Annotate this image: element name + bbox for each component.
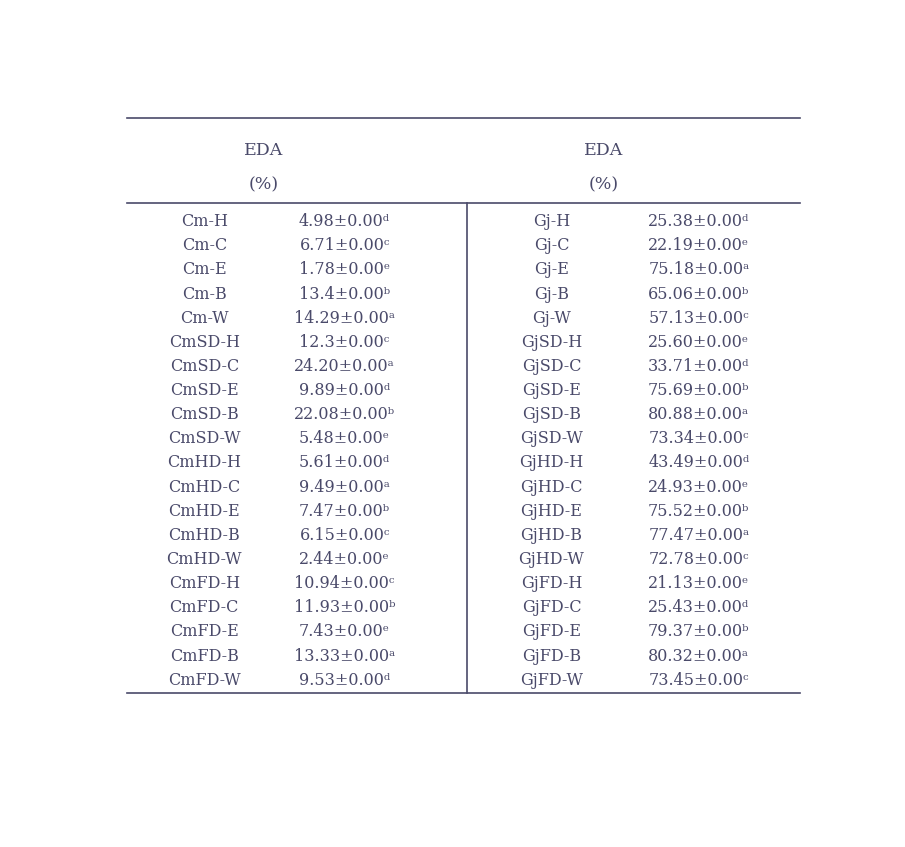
Text: 57.13±0.00ᶜ: 57.13±0.00ᶜ — [649, 310, 749, 327]
Text: 2.44±0.00ᵉ: 2.44±0.00ᵉ — [300, 551, 390, 568]
Text: CmHD-C: CmHD-C — [168, 479, 241, 495]
Text: 12.3±0.00ᶜ: 12.3±0.00ᶜ — [300, 334, 390, 351]
Text: 5.48±0.00ᵉ: 5.48±0.00ᵉ — [299, 430, 390, 447]
Text: 80.32±0.00ᵃ: 80.32±0.00ᵃ — [648, 647, 749, 665]
Text: 9.89±0.00ᵈ: 9.89±0.00ᵈ — [299, 382, 390, 399]
Text: 5.61±0.00ᵈ: 5.61±0.00ᵈ — [299, 455, 390, 472]
Text: 7.47±0.00ᵇ: 7.47±0.00ᵇ — [299, 503, 390, 520]
Text: CmFD-E: CmFD-E — [170, 623, 239, 640]
Text: CmHD-B: CmHD-B — [168, 527, 240, 544]
Text: 75.52±0.00ᵇ: 75.52±0.00ᵇ — [648, 503, 749, 520]
Text: 21.13±0.00ᵉ: 21.13±0.00ᵉ — [648, 575, 749, 592]
Text: 80.88±0.00ᵃ: 80.88±0.00ᵃ — [648, 407, 749, 424]
Text: 25.60±0.00ᵉ: 25.60±0.00ᵉ — [648, 334, 749, 351]
Text: 73.45±0.00ᶜ: 73.45±0.00ᶜ — [649, 672, 749, 689]
Text: CmHD-H: CmHD-H — [167, 455, 242, 472]
Text: GjSD-E: GjSD-E — [522, 382, 581, 399]
Text: GjSD-H: GjSD-H — [521, 334, 582, 351]
Text: EDA: EDA — [244, 142, 283, 159]
Text: 73.34±0.00ᶜ: 73.34±0.00ᶜ — [649, 430, 749, 447]
Text: 14.29±0.00ᵃ: 14.29±0.00ᵃ — [294, 310, 395, 327]
Text: GjHD-C: GjHD-C — [520, 479, 583, 495]
Text: GjSD-C: GjSD-C — [522, 358, 581, 375]
Text: 10.94±0.00ᶜ: 10.94±0.00ᶜ — [294, 575, 395, 592]
Text: CmSD-W: CmSD-W — [168, 430, 241, 447]
Text: 77.47±0.00ᵃ: 77.47±0.00ᵃ — [648, 527, 749, 544]
Text: 7.43±0.00ᵉ: 7.43±0.00ᵉ — [299, 623, 390, 640]
Text: Cm-B: Cm-B — [182, 285, 226, 302]
Text: CmSD-B: CmSD-B — [170, 407, 239, 424]
Text: 6.71±0.00ᶜ: 6.71±0.00ᶜ — [300, 237, 390, 254]
Text: 24.20±0.00ᵃ: 24.20±0.00ᵃ — [294, 358, 395, 375]
Text: 75.18±0.00ᵃ: 75.18±0.00ᵃ — [648, 262, 749, 279]
Text: CmFD-B: CmFD-B — [170, 647, 239, 665]
Text: GjHD-E: GjHD-E — [520, 503, 583, 520]
Text: GjFD-E: GjFD-E — [522, 623, 581, 640]
Text: 72.78±0.00ᶜ: 72.78±0.00ᶜ — [649, 551, 749, 568]
Text: (%): (%) — [589, 177, 619, 194]
Text: 24.93±0.00ᵉ: 24.93±0.00ᵉ — [648, 479, 749, 495]
Text: 22.19±0.00ᵉ: 22.19±0.00ᵉ — [648, 237, 749, 254]
Text: Gj-B: Gj-B — [534, 285, 569, 302]
Text: GjFD-B: GjFD-B — [522, 647, 581, 665]
Text: 9.49±0.00ᵃ: 9.49±0.00ᵃ — [300, 479, 390, 495]
Text: CmSD-C: CmSD-C — [169, 358, 239, 375]
Text: GjHD-W: GjHD-W — [519, 551, 585, 568]
Text: 6.15±0.00ᶜ: 6.15±0.00ᶜ — [300, 527, 390, 544]
Text: 65.06±0.00ᵇ: 65.06±0.00ᵇ — [648, 285, 749, 302]
Text: CmSD-H: CmSD-H — [169, 334, 240, 351]
Text: 11.93±0.00ᵇ: 11.93±0.00ᵇ — [294, 599, 395, 617]
Text: 13.33±0.00ᵃ: 13.33±0.00ᵃ — [294, 647, 395, 665]
Text: CmSD-E: CmSD-E — [170, 382, 239, 399]
Text: Cm-C: Cm-C — [182, 237, 227, 254]
Text: Gj-W: Gj-W — [532, 310, 571, 327]
Text: GjHD-H: GjHD-H — [519, 455, 584, 472]
Text: 25.43±0.00ᵈ: 25.43±0.00ᵈ — [648, 599, 749, 617]
Text: Cm-W: Cm-W — [180, 310, 229, 327]
Text: Cm-H: Cm-H — [181, 213, 228, 230]
Text: CmFD-H: CmFD-H — [168, 575, 240, 592]
Text: 13.4±0.00ᵇ: 13.4±0.00ᵇ — [299, 285, 390, 302]
Text: Gj-E: Gj-E — [534, 262, 569, 279]
Text: GjSD-B: GjSD-B — [522, 407, 581, 424]
Text: 1.78±0.00ᵉ: 1.78±0.00ᵉ — [299, 262, 390, 279]
Text: CmFD-W: CmFD-W — [168, 672, 241, 689]
Text: 33.71±0.00ᵈ: 33.71±0.00ᵈ — [648, 358, 749, 375]
Text: 75.69±0.00ᵇ: 75.69±0.00ᵇ — [648, 382, 749, 399]
Text: 22.08±0.00ᵇ: 22.08±0.00ᵇ — [294, 407, 395, 424]
Text: GjFD-H: GjFD-H — [520, 575, 582, 592]
Text: 4.98±0.00ᵈ: 4.98±0.00ᵈ — [299, 213, 390, 230]
Text: Gj-C: Gj-C — [534, 237, 569, 254]
Text: 25.38±0.00ᵈ: 25.38±0.00ᵈ — [648, 213, 749, 230]
Text: GjSD-W: GjSD-W — [520, 430, 583, 447]
Text: GjFD-C: GjFD-C — [521, 599, 581, 617]
Text: CmFD-C: CmFD-C — [169, 599, 239, 617]
Text: 43.49±0.00ᵈ: 43.49±0.00ᵈ — [648, 455, 749, 472]
Text: Gj-H: Gj-H — [533, 213, 570, 230]
Text: 79.37±0.00ᵇ: 79.37±0.00ᵇ — [648, 623, 749, 640]
Text: CmHD-E: CmHD-E — [168, 503, 240, 520]
Text: EDA: EDA — [585, 142, 624, 159]
Text: GjHD-B: GjHD-B — [520, 527, 583, 544]
Text: Cm-E: Cm-E — [182, 262, 226, 279]
Text: 9.53±0.00ᵈ: 9.53±0.00ᵈ — [299, 672, 390, 689]
Text: CmHD-W: CmHD-W — [167, 551, 243, 568]
Text: (%): (%) — [249, 177, 279, 194]
Text: GjFD-W: GjFD-W — [520, 672, 583, 689]
